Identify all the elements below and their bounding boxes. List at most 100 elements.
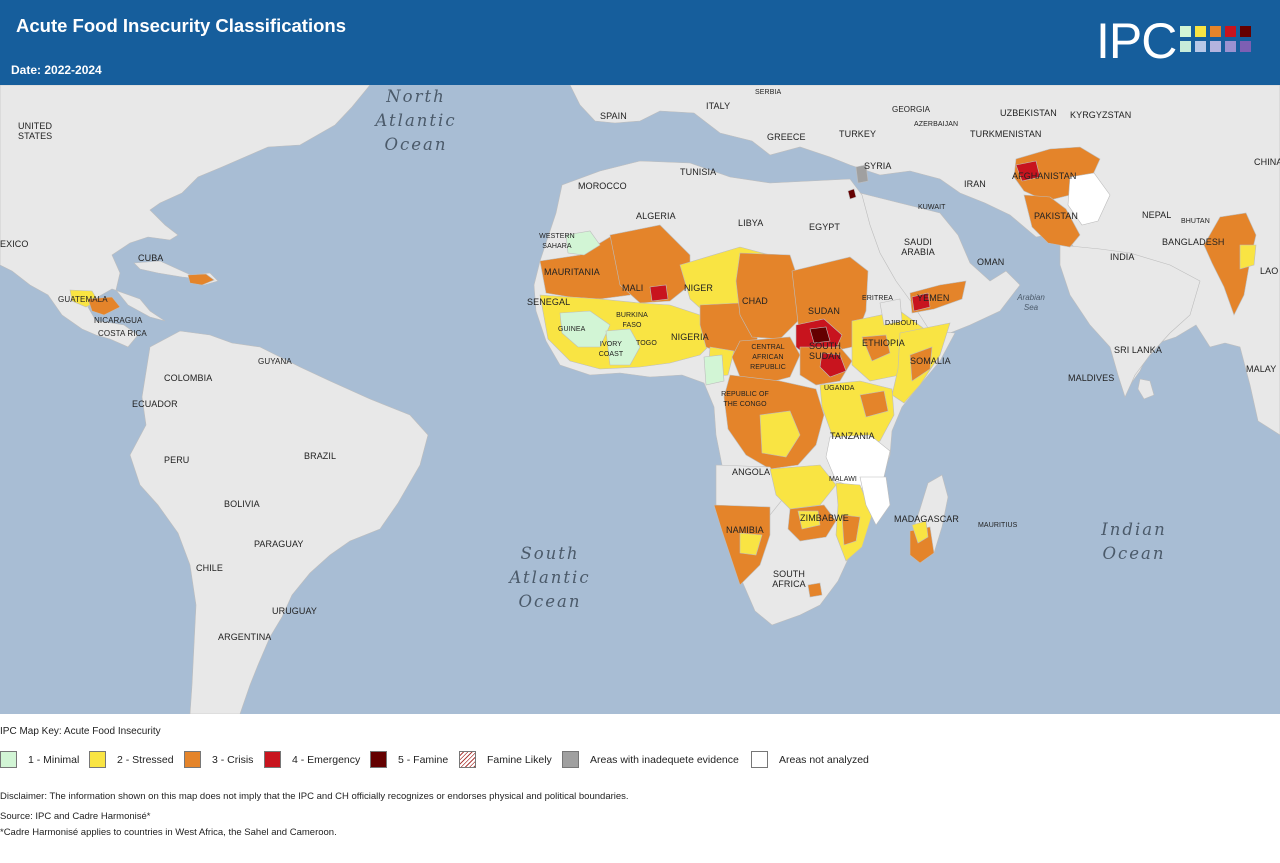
country-label: PERU [164, 455, 190, 465]
ocean-label-line: Atlantic [509, 568, 591, 587]
country-label: NICARAGUA [94, 316, 143, 325]
country-label: IVORY COAST [598, 341, 624, 358]
country-label: UNITED STATES [18, 121, 53, 141]
legend-label: Areas not analyzed [779, 754, 869, 766]
landmass-south-america [129, 330, 429, 714]
country-label: CHAD [742, 296, 768, 306]
region-syria [855, 164, 869, 184]
note-text: *Cadre Harmonisé applies to countries in… [0, 827, 337, 838]
country-label: MOROCCO [578, 181, 627, 191]
ocean-label-line: Indian [1101, 520, 1167, 539]
country-label: NEPAL [1142, 210, 1172, 220]
country-label: UZBEKISTAN [1000, 108, 1057, 118]
country-label: SENEGAL [527, 297, 571, 307]
country-label: TOGO [636, 340, 657, 347]
country-label: KUWAIT [918, 204, 946, 211]
country-label: URUGUAY [272, 606, 318, 616]
country-label: CENTRAL AFRICAN REPUBLIC [750, 344, 786, 371]
legend-swatch [184, 751, 201, 768]
region-moz-crisis [841, 514, 861, 546]
region-guinea-minimal [559, 310, 611, 348]
logo-square [1210, 41, 1221, 52]
logo-square [1180, 26, 1191, 37]
country-label: MALI [622, 283, 644, 293]
region-mali [609, 224, 691, 304]
country-label: SRI LANKA [1114, 345, 1162, 355]
country-label: ECUADOR [132, 399, 178, 409]
region-pakistan [1023, 194, 1081, 248]
region-afghanistan-emergency [1015, 160, 1041, 182]
ocean-label-line: Ocean [518, 592, 582, 611]
region-zambia [769, 464, 837, 510]
legend-panel: IPC Map Key: Acute Food Insecurity 1 - M… [0, 714, 1280, 863]
country-label: UGANDA [824, 385, 855, 392]
country-label: SOUTH SUDAN [808, 341, 841, 361]
food-insecurity-map[interactable]: North Atlantic Ocean South Atlantic Ocea… [0, 85, 1280, 714]
ipc-logo-grid [1180, 26, 1256, 58]
country-label: TUNISIA [680, 167, 717, 177]
ocean-label-indian: Indian Ocean [1086, 518, 1182, 566]
country-label: TURKEY [839, 129, 877, 139]
country-label: SPAIN [600, 111, 627, 121]
region-ethiopia-crisis [861, 334, 891, 362]
country-label: BRAZIL [304, 451, 337, 461]
country-label: NIGERIA [671, 332, 709, 342]
legend-swatch-hatched [459, 751, 476, 768]
region-madagascar-stressed [911, 520, 929, 544]
region-myanmar-stressed [1239, 244, 1257, 270]
country-label: GEORGIA [892, 105, 931, 114]
ocean-label-line: South [520, 544, 580, 563]
region-mozambique-white [859, 476, 891, 526]
region-ivory-coast-minimal [605, 328, 641, 366]
country-label: ARGENTINA [218, 632, 272, 642]
country-label: CHILE [196, 563, 224, 573]
country-label: EGYPT [809, 222, 841, 232]
country-label: SAUDI ARABIA [901, 237, 935, 257]
country-label: PAKISTAN [1034, 211, 1078, 221]
country-label: GUINEA [558, 326, 586, 333]
country-label: ANGOLA [732, 467, 771, 477]
logo-square [1195, 41, 1206, 52]
country-label: MALAY [1246, 364, 1277, 374]
country-label: BANGLADESH [1162, 237, 1225, 247]
region-honduras [87, 296, 121, 316]
legend-swatch [264, 751, 281, 768]
country-label: WESTERN SAHARA [539, 233, 575, 250]
country-label: ZIMBABWE [800, 513, 849, 523]
region-sudan-famine [809, 326, 831, 344]
country-label: SYRIA [864, 161, 892, 171]
legend-label: 1 - Minimal [28, 754, 80, 766]
country-label: SERBIA [755, 89, 782, 96]
country-label: AFGHANISTAN [1012, 171, 1077, 181]
landmass-north-america [0, 85, 371, 348]
country-label: SUDAN [808, 306, 841, 316]
legend-label: Famine Likely [487, 754, 552, 766]
sea-label-line: Sea [1023, 303, 1039, 312]
region-western-sahara-minimal [565, 230, 601, 256]
country-label: DJIBOUTI [885, 320, 918, 327]
sea-label-arabian: Arabian Sea [1008, 293, 1054, 313]
region-mali-emergency [649, 284, 669, 302]
country-label: PARAGUAY [254, 539, 304, 549]
country-label: BHUTAN [1181, 218, 1210, 225]
country-label: AZERBAIJAN [914, 121, 959, 128]
country-label: ETHIOPIA [862, 338, 905, 348]
logo-square [1240, 41, 1251, 52]
map-title: Acute Food Insecurity Classifications [16, 15, 346, 36]
disclaimer-text: Disclaimer: The information shown on thi… [0, 791, 629, 802]
region-lesotho [807, 582, 823, 598]
legend-swatch [89, 751, 106, 768]
region-yemen-emergency [911, 292, 931, 312]
ocean-label-north-atlantic: North Atlantic Ocean [366, 85, 466, 157]
region-gaza [847, 188, 857, 200]
ocean-label-south-atlantic: South Atlantic Ocean [498, 542, 602, 614]
country-label: EXICO [0, 239, 29, 249]
country-label: REPUBLIC OF THE CONGO [721, 391, 769, 408]
country-label: LIBYA [738, 218, 764, 228]
country-label: CUBA [138, 253, 164, 263]
country-label: TURKMENISTAN [970, 129, 1042, 139]
logo-square [1195, 26, 1206, 37]
country-label: TANZANIA [830, 431, 875, 441]
country-label: INDIA [1110, 252, 1135, 262]
country-label: SOUTH AFRICA [772, 569, 806, 589]
